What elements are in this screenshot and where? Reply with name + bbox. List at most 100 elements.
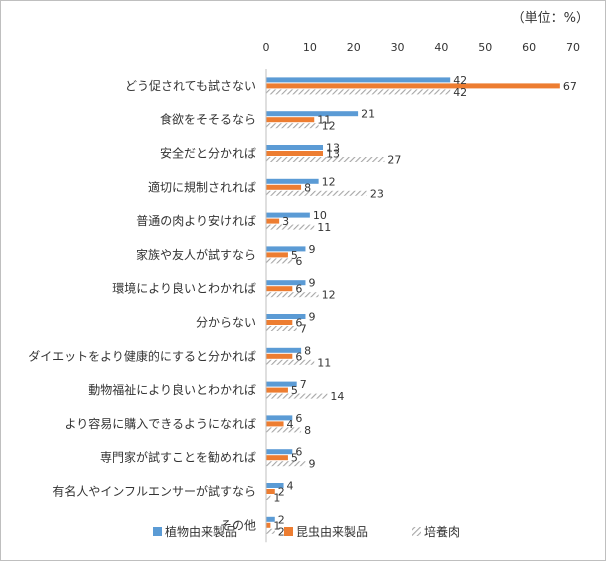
value-label: 4: [287, 480, 294, 493]
bar-2: [266, 123, 319, 129]
x-axis-ticks: 0 10 20 30 40 50 60 70: [263, 41, 581, 54]
legend: 植物由来製品 昆虫由来製品 培養肉: [153, 524, 460, 539]
value-label: 42: [453, 86, 467, 99]
value-label: 27: [387, 154, 401, 167]
category-label: 環境により良いとわかれば: [112, 281, 256, 296]
bar-0: [266, 111, 359, 117]
bar-1: [266, 320, 293, 325]
bar-0: [266, 449, 293, 455]
value-label: 8: [304, 344, 311, 357]
value-label: 6: [295, 446, 302, 459]
x-tick-label: 50: [478, 41, 492, 54]
category-label: 分からない: [196, 316, 256, 330]
legend-swatch: [284, 527, 293, 536]
legend-swatch: [153, 527, 162, 536]
value-label: 9: [308, 243, 315, 256]
value-label: 6: [295, 283, 302, 296]
value-label: 13: [326, 142, 340, 155]
value-label: 3: [282, 215, 289, 228]
value-label: 9: [308, 277, 315, 290]
x-tick-label: 70: [566, 41, 580, 54]
category-label: どう促されても試さない: [125, 78, 256, 93]
bar-0: [266, 246, 306, 252]
value-label: 2: [278, 513, 285, 526]
category-label: 動物福祉により良いとわかれば: [88, 382, 256, 397]
category-label: 普通の肉より安ければ: [136, 213, 256, 228]
category-label: 安全だと分かれば: [160, 146, 256, 161]
bar-1: [266, 522, 271, 528]
value-label: 11: [317, 356, 331, 369]
bar-0: [266, 415, 293, 421]
category-label: 有名人やインフルエンサーが試すなら: [52, 484, 256, 499]
value-label: 8: [304, 424, 311, 437]
legend-label: 昆虫由来製品: [296, 525, 368, 539]
bar-0: [266, 145, 324, 150]
bar-2: [266, 427, 302, 433]
bar-0: [266, 178, 319, 184]
value-label: 7: [300, 323, 307, 336]
bars: [266, 77, 560, 534]
category-label: ダイエットをより健康的にすると分かれば: [28, 348, 256, 363]
x-tick-label: 30: [391, 41, 405, 54]
bar-2: [266, 224, 315, 230]
bar-1: [266, 387, 288, 393]
value-label: 8: [304, 181, 311, 194]
bar-0: [266, 77, 451, 83]
value-label: 11: [317, 114, 331, 127]
bar-2: [266, 292, 319, 298]
value-label: 2: [278, 525, 285, 538]
legend-label: 培養肉: [424, 524, 460, 539]
bar-0: [266, 314, 306, 319]
x-tick-label: 0: [263, 41, 270, 54]
bar-1: [266, 421, 284, 427]
bar-1: [266, 286, 293, 292]
value-label: 5: [291, 249, 298, 262]
value-label: 11: [317, 221, 331, 234]
value-label: 14: [330, 390, 344, 403]
value-label: 13: [326, 148, 340, 161]
category-label: 食欲をそそるなら: [160, 112, 256, 127]
bar-2: [266, 495, 271, 500]
value-label: 4: [287, 418, 294, 431]
value-label: 21: [361, 108, 375, 121]
bar-1: [266, 218, 280, 224]
bar-2: [266, 157, 385, 162]
category-label: 家族や友人が試すなら: [136, 247, 256, 262]
value-label: 9: [308, 311, 315, 324]
value-label: 6: [295, 255, 302, 268]
value-label: 7: [300, 378, 307, 391]
bar-2: [266, 190, 367, 196]
bar-2: [266, 528, 275, 534]
bar-1: [266, 83, 560, 89]
bar-0: [266, 483, 284, 488]
bar-2: [266, 258, 293, 264]
value-label: 6: [295, 350, 302, 363]
value-label: 5: [291, 384, 298, 397]
value-label: 42: [453, 74, 467, 87]
category-label: 適切に規制されれば: [148, 179, 256, 194]
bar-1: [266, 353, 293, 359]
bar-2: [266, 326, 297, 331]
unit-label: （単位：%）: [511, 11, 589, 26]
category-label: より容易に購入できるようになれば: [64, 416, 256, 431]
bar-0: [266, 347, 302, 353]
value-label: 10: [313, 209, 327, 222]
value-label: 12: [322, 175, 336, 188]
legend-label: 植物由来製品: [165, 524, 237, 539]
bar-1: [266, 151, 324, 156]
value-label: 1: [273, 519, 280, 532]
bar-1: [266, 252, 288, 258]
value-label: 6: [295, 412, 302, 425]
category-label: その他: [220, 518, 256, 532]
category-label: 専門家が試すことを勧めれば: [100, 450, 256, 465]
value-label: 6: [295, 317, 302, 330]
bar-2: [266, 359, 315, 365]
legend-swatch: [412, 527, 421, 536]
x-tick-label: 40: [434, 41, 448, 54]
bar-1: [266, 455, 288, 461]
value-label: 12: [322, 289, 336, 302]
bar-2: [266, 393, 328, 399]
